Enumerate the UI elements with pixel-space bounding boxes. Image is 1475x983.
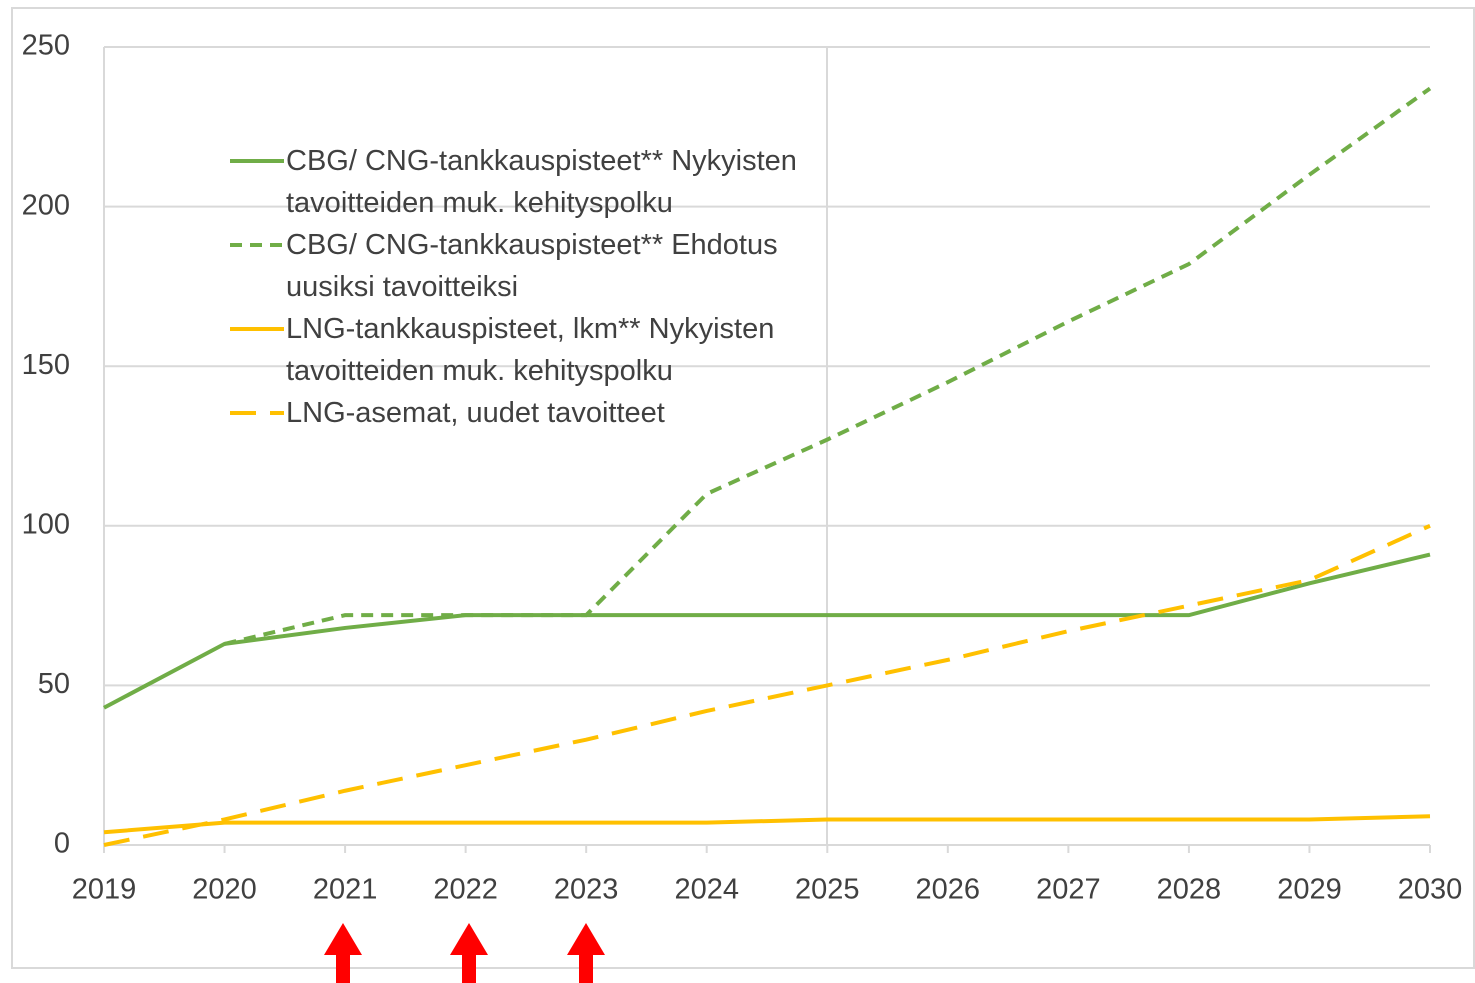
x-tick-label: 2028 [1157,874,1222,906]
legend-label: CBG/ CNG-tankkauspisteet** Ehdotus uusik… [286,229,778,303]
legend-entry: CBG/ CNG-tankkauspisteet** Ehdotus uusik… [228,224,848,308]
legend-label: CBG/ CNG-tankkauspisteet** Nykyisten tav… [286,145,797,219]
chart-border [11,7,1475,969]
legend-swatch [230,327,284,331]
legend: CBG/ CNG-tankkauspisteet** Nykyisten tav… [228,140,848,434]
x-tick-label: 2021 [313,874,378,906]
legend-label: LNG-asemat, uudet tavoitteet [286,397,665,429]
legend-swatch [230,243,284,247]
y-tick-label: 150 [22,349,70,381]
x-tick-label: 2023 [554,874,619,906]
x-tick-label: 2020 [192,874,257,906]
x-tick-label: 2027 [1036,874,1101,906]
x-tick-label: 2024 [674,874,739,906]
x-tick-label: 2025 [795,874,860,906]
series-line [224,86,1432,646]
x-tick-label: 2026 [916,874,981,906]
x-tick-label: 2030 [1398,874,1463,906]
y-tick-label: 0 [54,828,70,860]
series-line [103,552,1431,710]
y-tick-label: 250 [22,30,70,62]
legend-label: LNG-tankkauspisteet, lkm** Nykyisten tav… [286,313,775,387]
legend-entry: LNG-tankkauspisteet, lkm** Nykyisten tav… [228,308,848,392]
y-tick-label: 200 [22,189,70,221]
arrow [324,923,362,983]
x-tick-label: 2022 [433,874,498,906]
x-tick-label: 2019 [72,874,137,906]
x-tick-label: 2029 [1277,874,1342,906]
legend-swatch [230,159,284,163]
y-tick-label: 50 [38,668,70,700]
series-line [103,814,1431,835]
series-line [103,523,1431,847]
y-tick-label: 100 [22,508,70,540]
arrow [567,923,605,983]
legend-swatch [230,411,284,415]
arrow [450,923,488,983]
legend-entry: LNG-asemat, uudet tavoitteet [228,392,848,434]
arrows [324,923,605,983]
legend-entry: CBG/ CNG-tankkauspisteet** Nykyisten tav… [228,140,848,224]
